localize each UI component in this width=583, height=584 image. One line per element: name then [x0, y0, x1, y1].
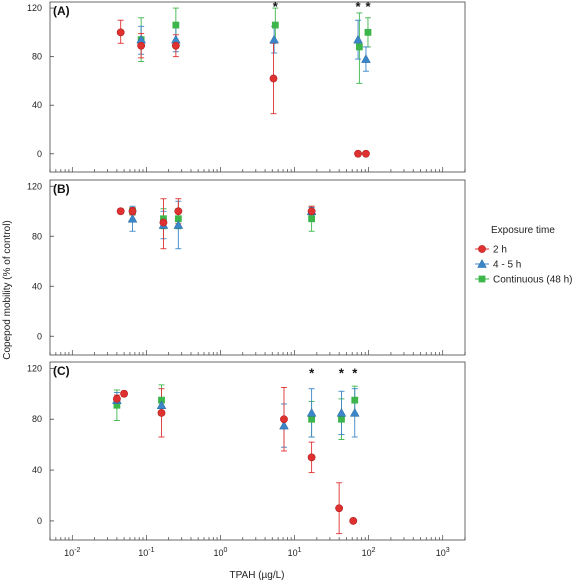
data-point-continuous: [354, 149, 362, 158]
data-point-4-5h: [361, 54, 371, 63]
x-tick-label: 10-1: [138, 547, 154, 558]
panel-frame: [49, 1, 466, 173]
data-point-continuous: [174, 207, 183, 216]
legend-entry: Continuous (48 h): [493, 275, 573, 286]
panel-frame: [49, 179, 466, 356]
data-point-2h: [172, 21, 180, 29]
legend-title: Exposure time: [491, 225, 555, 236]
legend-marker: [477, 259, 487, 268]
legend-entry: 4 - 5 h: [493, 260, 521, 271]
data-point-continuous: [157, 408, 166, 417]
y-tick-label: 0: [37, 331, 42, 341]
y-tick-label: 120: [27, 181, 42, 191]
y-tick-label: 120: [27, 3, 42, 13]
data-point-continuous: [171, 41, 180, 50]
data-point-continuous: [113, 394, 121, 403]
y-axis-title: Copepod mobility (% of control): [2, 220, 13, 360]
data-point-2h: [174, 215, 182, 223]
data-point-continuous: [307, 207, 316, 216]
panel-c: (C) 0 40 80 120 * * *: [27, 361, 466, 541]
x-axis-title: TPAH (µg/L): [229, 570, 284, 581]
data-point-continuous: [116, 207, 125, 216]
data-point-continuous: [362, 149, 370, 158]
data-point-continuous: [137, 41, 146, 50]
data-point-continuous: [116, 28, 125, 37]
y-tick-label: 0: [37, 516, 42, 526]
data-point-4-5h: [173, 220, 184, 229]
y-tick-label: 40: [32, 100, 42, 110]
data-point-continuous: [335, 504, 344, 513]
data-point-4-5h: [279, 420, 289, 430]
data-point-2h: [158, 396, 165, 404]
data-point-2h: [113, 401, 121, 409]
data-point-2h: [338, 415, 345, 423]
panel-label: (B): [53, 182, 70, 196]
y-tick-label: 0: [37, 149, 42, 159]
panel-label: (C): [53, 364, 70, 378]
data-point-continuous: [280, 415, 288, 424]
data-point-2h: [308, 215, 316, 223]
data-point-2h: [351, 396, 359, 404]
x-tick-label: 10-2: [64, 547, 80, 558]
panel-frame: [49, 361, 466, 541]
significance-star: *: [273, 0, 279, 14]
y-tick-label: 80: [32, 52, 42, 62]
significance-star: *: [339, 365, 345, 380]
data-point-2h: [308, 415, 316, 423]
legend-entry: 2 h: [493, 245, 507, 256]
data-point-4-5h: [127, 213, 138, 223]
data-point-2h: [355, 43, 363, 51]
data-point-4-5h: [156, 400, 167, 409]
data-point-continuous: [269, 74, 278, 83]
data-point-continuous: [128, 207, 137, 216]
data-point-continuous: [307, 453, 316, 462]
y-tick-label: 80: [32, 414, 42, 424]
significance-star: *: [352, 365, 358, 380]
data-point-4-5h: [336, 407, 347, 417]
y-tick-label: 40: [32, 281, 42, 291]
data-point-continuous: [349, 517, 358, 525]
data-point-4-5h: [349, 407, 360, 417]
x-tick-label: 103: [436, 547, 450, 558]
data-point-continuous: [159, 218, 168, 227]
data-point-4-5h: [306, 407, 317, 417]
significance-star: *: [365, 0, 371, 14]
panel-b: (B) 0 40 80 120: [27, 179, 466, 356]
data-point-2h: [364, 28, 372, 36]
data-point-4-5h: [269, 34, 279, 44]
legend: Exposure time 2 h 4 - 5 h Continuous (48 h): [475, 225, 573, 286]
significance-star: *: [356, 0, 362, 14]
data-point-continuous: [120, 389, 128, 398]
y-tick-label: 40: [32, 465, 42, 475]
data-point-2h: [271, 21, 279, 29]
data-point-4-5h: [353, 34, 363, 44]
y-tick-label: 120: [27, 363, 42, 373]
panel-label: (A): [53, 4, 70, 18]
significance-star: *: [309, 365, 315, 380]
x-tick-label: 100: [213, 547, 227, 558]
y-tick-label: 80: [32, 231, 42, 241]
legend-marker: [478, 245, 486, 253]
legend-marker: [478, 275, 486, 283]
x-tick-label: 101: [288, 547, 302, 558]
x-tick-label: 102: [362, 547, 376, 558]
